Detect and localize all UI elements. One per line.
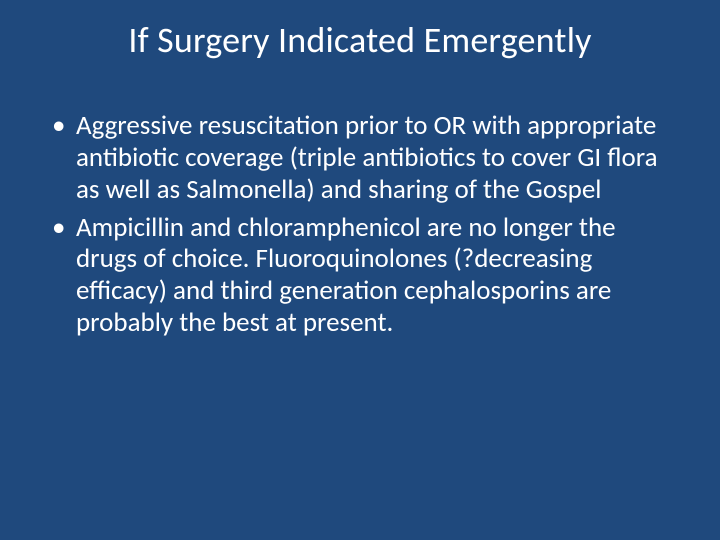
list-item: Ampicillin and chloramphenicol are no lo… [48, 212, 672, 339]
list-item: Aggressive resuscitation prior to OR wit… [48, 110, 672, 206]
slide-body: Aggressive resuscitation prior to OR wit… [48, 110, 672, 345]
slide: If Surgery Indicated Emergently Aggressi… [0, 0, 720, 540]
slide-title: If Surgery Indicated Emergently [0, 18, 720, 62]
bullet-list: Aggressive resuscitation prior to OR wit… [48, 110, 672, 339]
